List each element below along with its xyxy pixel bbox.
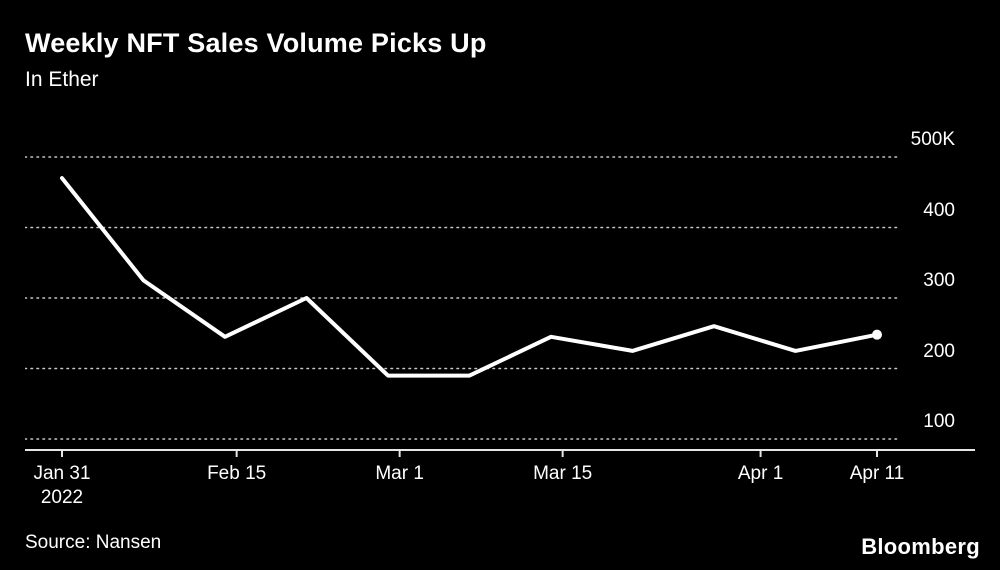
x-tick-label-Apr 11: Apr 11 [849,463,905,484]
bloomberg-logo: Bloomberg [861,534,980,559]
x-tick-label-Feb 15: Feb 15 [207,463,267,484]
sales-volume-line [60,176,879,378]
plot-area [25,140,975,460]
x-tick-label-Apr 1: Apr 1 [737,463,784,484]
source-note: Source: Nansen [25,532,162,553]
line-chart-svg [25,156,975,457]
x-tick-sublabel-2022: 2022 [40,487,84,508]
x-tick-label-Mar 1: Mar 1 [375,463,424,484]
chart-title: Weekly NFT Sales Volume Picks Up [25,28,487,58]
x-tick-label-Jan 31: Jan 31 2022 [7,462,117,510]
x-tick-label-Mar 15: Mar 15 [533,463,593,484]
last-point-marker [872,329,882,340]
gridlines [25,156,901,440]
x-axis [25,449,975,457]
chart-subtitle: In Ether [25,68,99,91]
